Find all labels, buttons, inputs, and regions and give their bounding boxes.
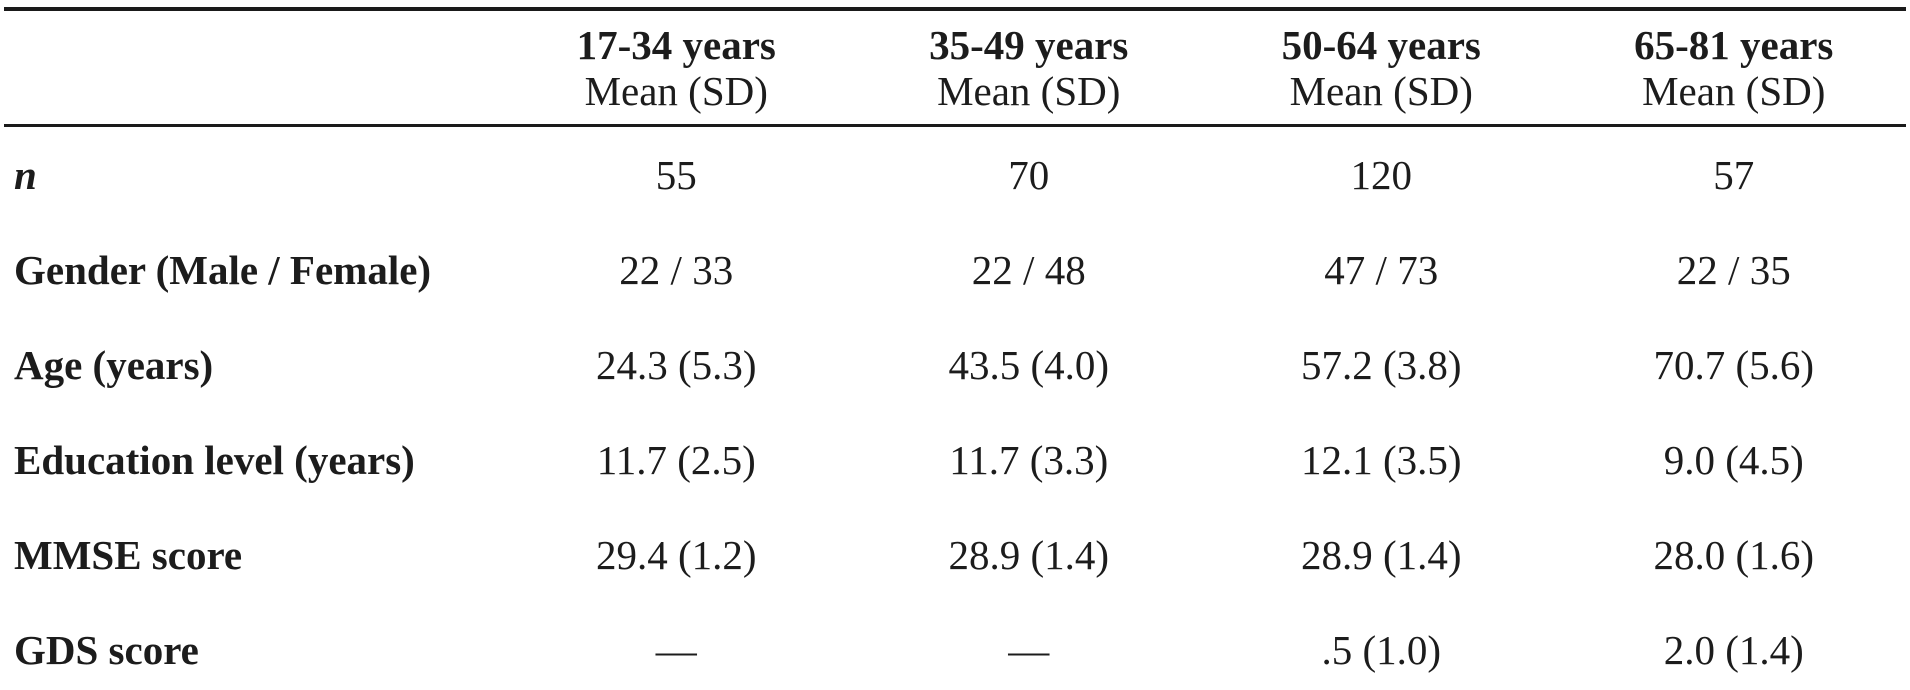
cell-age-35-49: 43.5 (4.0) (948, 341, 1110, 388)
column-header-17-34: 17-34 years Mean (SD) (500, 22, 853, 114)
row-label: MMSE score (14, 531, 243, 578)
table-row-education: Education level (years) 11.7 (2.5) 11.7 … (0, 412, 1910, 507)
table-row-n: n 55 70 120 57 (0, 127, 1910, 222)
column-header-50-64: 50-64 years Mean (SD) (1205, 22, 1558, 114)
cell-age-17-34: 24.3 (5.3) (595, 341, 757, 388)
cell-education-35-49: 11.7 (3.3) (949, 436, 1109, 483)
table-row-gds: GDS score — — .5 (1.0) 2.0 (1.4) (0, 602, 1910, 690)
cell-gender-50-64: 47 / 73 (1324, 246, 1439, 293)
column-header-range: 65-81 years (1634, 21, 1834, 68)
table-row-age: Age (years) 24.3 (5.3) 43.5 (4.0) 57.2 (… (0, 317, 1910, 412)
cell-age-50-64: 57.2 (3.8) (1300, 341, 1462, 388)
cell-education-65-81: 9.0 (4.5) (1663, 436, 1804, 483)
row-label: n (14, 151, 37, 198)
cell-gender-65-81: 22 / 35 (1676, 246, 1791, 293)
column-header-meansd: Mean (SD) (584, 67, 768, 114)
column-header-range: 50-64 years (1281, 21, 1481, 68)
cell-mmse-65-81: 28.0 (1.6) (1653, 531, 1815, 578)
cell-education-50-64: 12.1 (3.5) (1300, 436, 1462, 483)
column-header-meansd: Mean (SD) (1642, 67, 1826, 114)
cell-n-17-34: 55 (655, 151, 697, 198)
table-body: n 55 70 120 57 Gender (Male / Female) 22… (0, 127, 1910, 690)
table-top-rule (4, 7, 1906, 11)
cell-gds-17-34: — (655, 626, 697, 673)
column-header-meansd: Mean (SD) (1289, 67, 1473, 114)
cell-gender-17-34: 22 / 33 (619, 246, 734, 293)
cell-mmse-35-49: 28.9 (1.4) (948, 531, 1110, 578)
cell-n-65-81: 57 (1713, 151, 1755, 198)
table-header-separator-rule (4, 124, 1906, 127)
column-header-35-49: 35-49 years Mean (SD) (853, 22, 1206, 114)
table-row-mmse: MMSE score 29.4 (1.2) 28.9 (1.4) 28.9 (1… (0, 507, 1910, 602)
cell-mmse-50-64: 28.9 (1.4) (1300, 531, 1462, 578)
table-row-gender: Gender (Male / Female) 22 / 33 22 / 48 4… (0, 222, 1910, 317)
cell-mmse-17-34: 29.4 (1.2) (595, 531, 757, 578)
cell-age-65-81: 70.7 (5.6) (1653, 341, 1815, 388)
row-label: Gender (Male / Female) (14, 246, 432, 293)
cell-education-17-34: 11.7 (2.5) (596, 436, 756, 483)
column-header-65-81: 65-81 years Mean (SD) (1558, 22, 1910, 114)
row-label: Education level (years) (14, 436, 415, 483)
header-spacer-cell (0, 22, 500, 114)
cell-gds-50-64: .5 (1.0) (1321, 626, 1442, 673)
column-header-range: 17-34 years (576, 21, 776, 68)
table-header-row: 17-34 years Mean (SD) 35-49 years Mean (… (0, 11, 1910, 124)
column-header-range: 35-49 years (929, 21, 1129, 68)
cell-n-50-64: 120 (1350, 151, 1413, 198)
cell-gds-65-81: 2.0 (1.4) (1663, 626, 1804, 673)
row-label: GDS score (14, 626, 199, 673)
cell-n-35-49: 70 (1008, 151, 1050, 198)
cell-gender-35-49: 22 / 48 (971, 246, 1086, 293)
row-label: Age (years) (14, 341, 214, 388)
column-header-meansd: Mean (SD) (937, 67, 1121, 114)
cell-gds-35-49: — (1008, 626, 1050, 673)
